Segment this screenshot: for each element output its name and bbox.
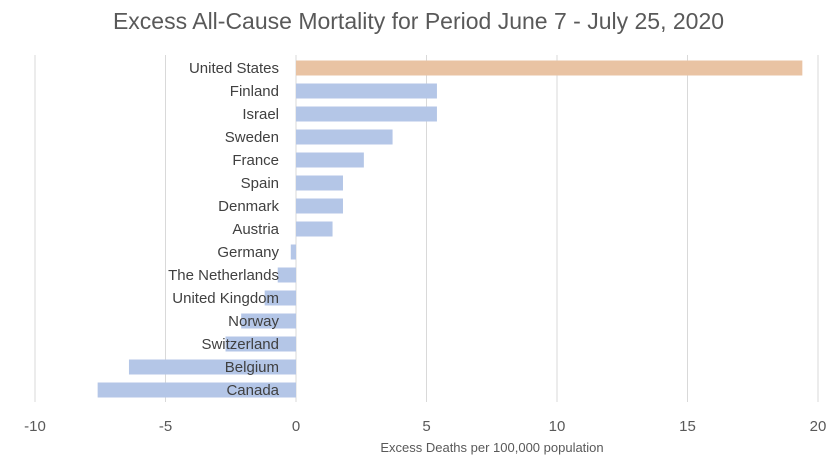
- bar: [290, 244, 296, 260]
- category-label: Belgium: [225, 359, 279, 376]
- category-label: United Kingdom: [172, 290, 279, 307]
- category-label: Israel: [242, 106, 279, 123]
- x-tick-label: 20: [810, 418, 827, 435]
- bar: [296, 129, 393, 145]
- category-label: Norway: [228, 313, 279, 330]
- category-label: France: [232, 152, 279, 169]
- x-tick-label: -10: [24, 418, 46, 435]
- category-labels: United States Finland Israel Sweden France Sp…: [168, 60, 280, 399]
- category-label: Switzerland: [201, 336, 279, 353]
- bar: [97, 382, 296, 398]
- category-label: Austria: [232, 221, 279, 238]
- bar: [128, 359, 296, 375]
- x-tick-label: 10: [549, 418, 566, 435]
- x-tick-label: 0: [292, 418, 300, 435]
- category-label: Germany: [217, 244, 279, 261]
- bar: [296, 60, 803, 76]
- bar: [241, 313, 296, 329]
- bar: [296, 83, 437, 99]
- category-label: The Netherlands: [168, 267, 279, 284]
- category-label: United States: [189, 60, 279, 77]
- category-label: Canada: [226, 382, 279, 399]
- category-label: Sweden: [225, 129, 279, 146]
- x-tick-labels: -10 -5 0 5 10 15 20: [24, 418, 826, 435]
- chart-title: Excess All-Cause Mortality for Period Ju…: [112, 8, 725, 34]
- category-label: Denmark: [218, 198, 279, 215]
- bar: [296, 221, 333, 237]
- bars: [97, 60, 803, 398]
- bar: [225, 336, 296, 352]
- x-axis-label: Excess Deaths per 100,000 population: [380, 440, 604, 455]
- category-label: Spain: [241, 175, 279, 192]
- bar: [296, 175, 343, 191]
- bar: [296, 198, 343, 214]
- category-label: Finland: [230, 83, 279, 100]
- bar: [296, 152, 364, 168]
- x-tick-label: 5: [422, 418, 430, 435]
- bar: [264, 290, 296, 306]
- x-tick-label: -5: [159, 418, 172, 435]
- bar: [277, 267, 296, 283]
- x-tick-label: 15: [679, 418, 696, 435]
- bar: [296, 106, 437, 122]
